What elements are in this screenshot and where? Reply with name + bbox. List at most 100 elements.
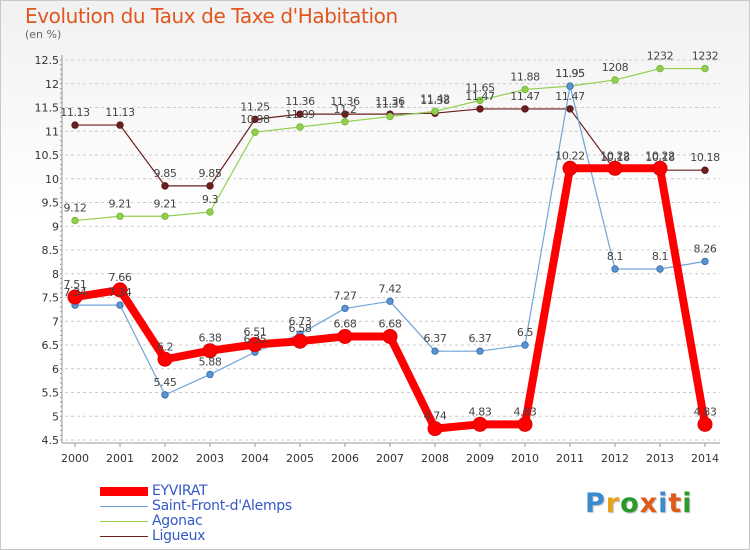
legend-label-saint-front: Saint-Front-d'Alemps (152, 498, 292, 514)
data-label-agonac: 9.21 (154, 197, 177, 210)
y-tick-label: 5.5 (42, 387, 60, 400)
y-tick-label: 10.5 (35, 149, 60, 162)
data-label-ligueux: 11.13 (105, 106, 135, 119)
data-label-eyvirat: 6.51 (244, 326, 267, 339)
data-point-saint-front-d-alemps (386, 297, 394, 305)
x-tick-label: 2010 (511, 452, 539, 465)
data-label-agonac: 11.2 (334, 103, 357, 116)
data-point-saint-front-d-alemps (656, 265, 664, 273)
x-tick-label: 2007 (376, 452, 404, 465)
data-label-agonac: 1232 (692, 50, 718, 63)
data-point-saint-front-d-alemps (521, 341, 529, 349)
logo-letter: i (658, 488, 669, 519)
data-label-saint-front-d-alemps: 5.45 (154, 376, 177, 389)
y-tick-label: 12 (45, 78, 59, 91)
data-point-ligueux (206, 182, 214, 190)
data-label-saint-front-d-alemps: 8.26 (694, 242, 717, 255)
logo-letter: r (605, 488, 621, 519)
data-label-ligueux: 10.18 (600, 151, 630, 164)
data-point-ligueux (521, 105, 529, 113)
data-point-agonac (71, 216, 79, 225)
data-point-ligueux (701, 166, 709, 174)
legend-label-eyvirat: EYVIRAT (152, 483, 208, 499)
logo-letter: i (682, 488, 693, 519)
data-label-eyvirat: 6.68 (334, 317, 357, 330)
y-tick-label: 9.5 (42, 197, 60, 210)
data-label-ligueux: 11.25 (240, 100, 270, 113)
data-label-agonac: 9.12 (64, 202, 87, 215)
data-label-agonac: 11.95 (555, 67, 585, 80)
data-point-agonac (656, 64, 664, 73)
data-point-eyvirat (337, 328, 353, 344)
data-label-agonac: 10.98 (240, 113, 270, 126)
data-label-eyvirat: 6.2 (157, 340, 173, 353)
data-label-saint-front-d-alemps: 7.34 (64, 286, 87, 299)
data-label-saint-front-d-alemps: 7.42 (379, 282, 402, 295)
data-label-saint-front-d-alemps: 5.88 (199, 355, 222, 368)
y-tick-label: 8 (52, 268, 59, 281)
data-label-eyvirat: 10.22 (600, 149, 630, 162)
legend-swatch-saint-front (100, 506, 148, 507)
data-label-saint-front-d-alemps: 6.73 (289, 315, 312, 328)
data-label-agonac: 11.31 (375, 98, 405, 111)
y-tick-label: 8.5 (42, 244, 60, 257)
logo-letter: x (639, 488, 659, 519)
y-tick-label: 11 (45, 125, 59, 138)
x-tick-label: 2012 (601, 452, 629, 465)
legend-label-ligueux: Ligueux (152, 528, 206, 544)
data-label-agonac: 11.65 (465, 81, 495, 94)
legend-label-agonac: Agonac (152, 513, 203, 529)
data-label-eyvirat: 10.22 (645, 149, 675, 162)
data-point-agonac (206, 208, 214, 216)
data-label-eyvirat: 7.66 (109, 271, 132, 284)
data-point-ligueux (251, 115, 259, 124)
data-label-eyvirat: 7.51 (64, 278, 87, 291)
data-point-ligueux (296, 110, 304, 118)
data-label-ligueux: 11.36 (375, 95, 405, 108)
data-point-eyvirat (427, 421, 443, 437)
data-label-ligueux: 11.47 (465, 90, 495, 103)
logo-letter: P (585, 488, 606, 519)
data-point-eyvirat (112, 282, 128, 298)
data-point-saint-front-d-alemps (161, 391, 169, 399)
y-tick-label: 7.5 (42, 292, 60, 305)
data-label-eyvirat: 6.58 (289, 322, 312, 335)
x-tick-label: 2005 (286, 452, 314, 465)
data-label-agonac: 11.88 (510, 70, 540, 83)
x-tick-label: 2006 (331, 452, 359, 465)
data-label-ligueux: 11.36 (285, 95, 315, 108)
y-tick-label: 9 (52, 220, 59, 233)
data-label-ligueux: 10.18 (645, 151, 675, 164)
data-label-ligueux: 11.36 (330, 95, 360, 108)
data-label-ligueux: 11.38 (420, 94, 450, 107)
data-point-ligueux (161, 182, 169, 190)
data-point-agonac (296, 123, 304, 131)
data-point-eyvirat (472, 416, 488, 432)
logo-letter: t (668, 488, 683, 519)
data-label-eyvirat: 6.38 (199, 332, 222, 345)
data-label-ligueux: 11.13 (60, 106, 90, 119)
data-point-saint-front-d-alemps (566, 82, 574, 90)
x-tick-label: 2009 (466, 452, 494, 465)
data-point-ligueux (476, 105, 484, 113)
x-tick-label: 2004 (241, 452, 269, 465)
data-label-eyvirat: 4.74 (424, 410, 447, 423)
data-point-agonac (521, 85, 529, 94)
x-tick-label: 2008 (421, 452, 449, 465)
data-label-saint-front-d-alemps: 6.37 (424, 332, 447, 345)
chart-title: Evolution du Taux de Taxe d'Habitation (25, 4, 398, 28)
data-label-saint-front-d-alemps: 8.1 (607, 250, 623, 263)
data-point-agonac (476, 96, 484, 105)
data-label-eyvirat: 10.22 (555, 149, 585, 162)
y-tick-label: 5 (52, 410, 59, 423)
data-point-saint-front-d-alemps (341, 304, 349, 313)
data-point-ligueux (341, 110, 349, 118)
data-label-agonac: 11.09 (285, 108, 315, 121)
data-point-agonac (431, 107, 439, 116)
proxiti-logo: Proxiti (585, 488, 693, 519)
data-point-saint-front-d-alemps (701, 257, 709, 266)
y-tick-label: 6.5 (42, 339, 60, 352)
data-label-saint-front-d-alemps: 8.1 (652, 250, 668, 263)
x-tick-label: 2000 (61, 452, 89, 465)
